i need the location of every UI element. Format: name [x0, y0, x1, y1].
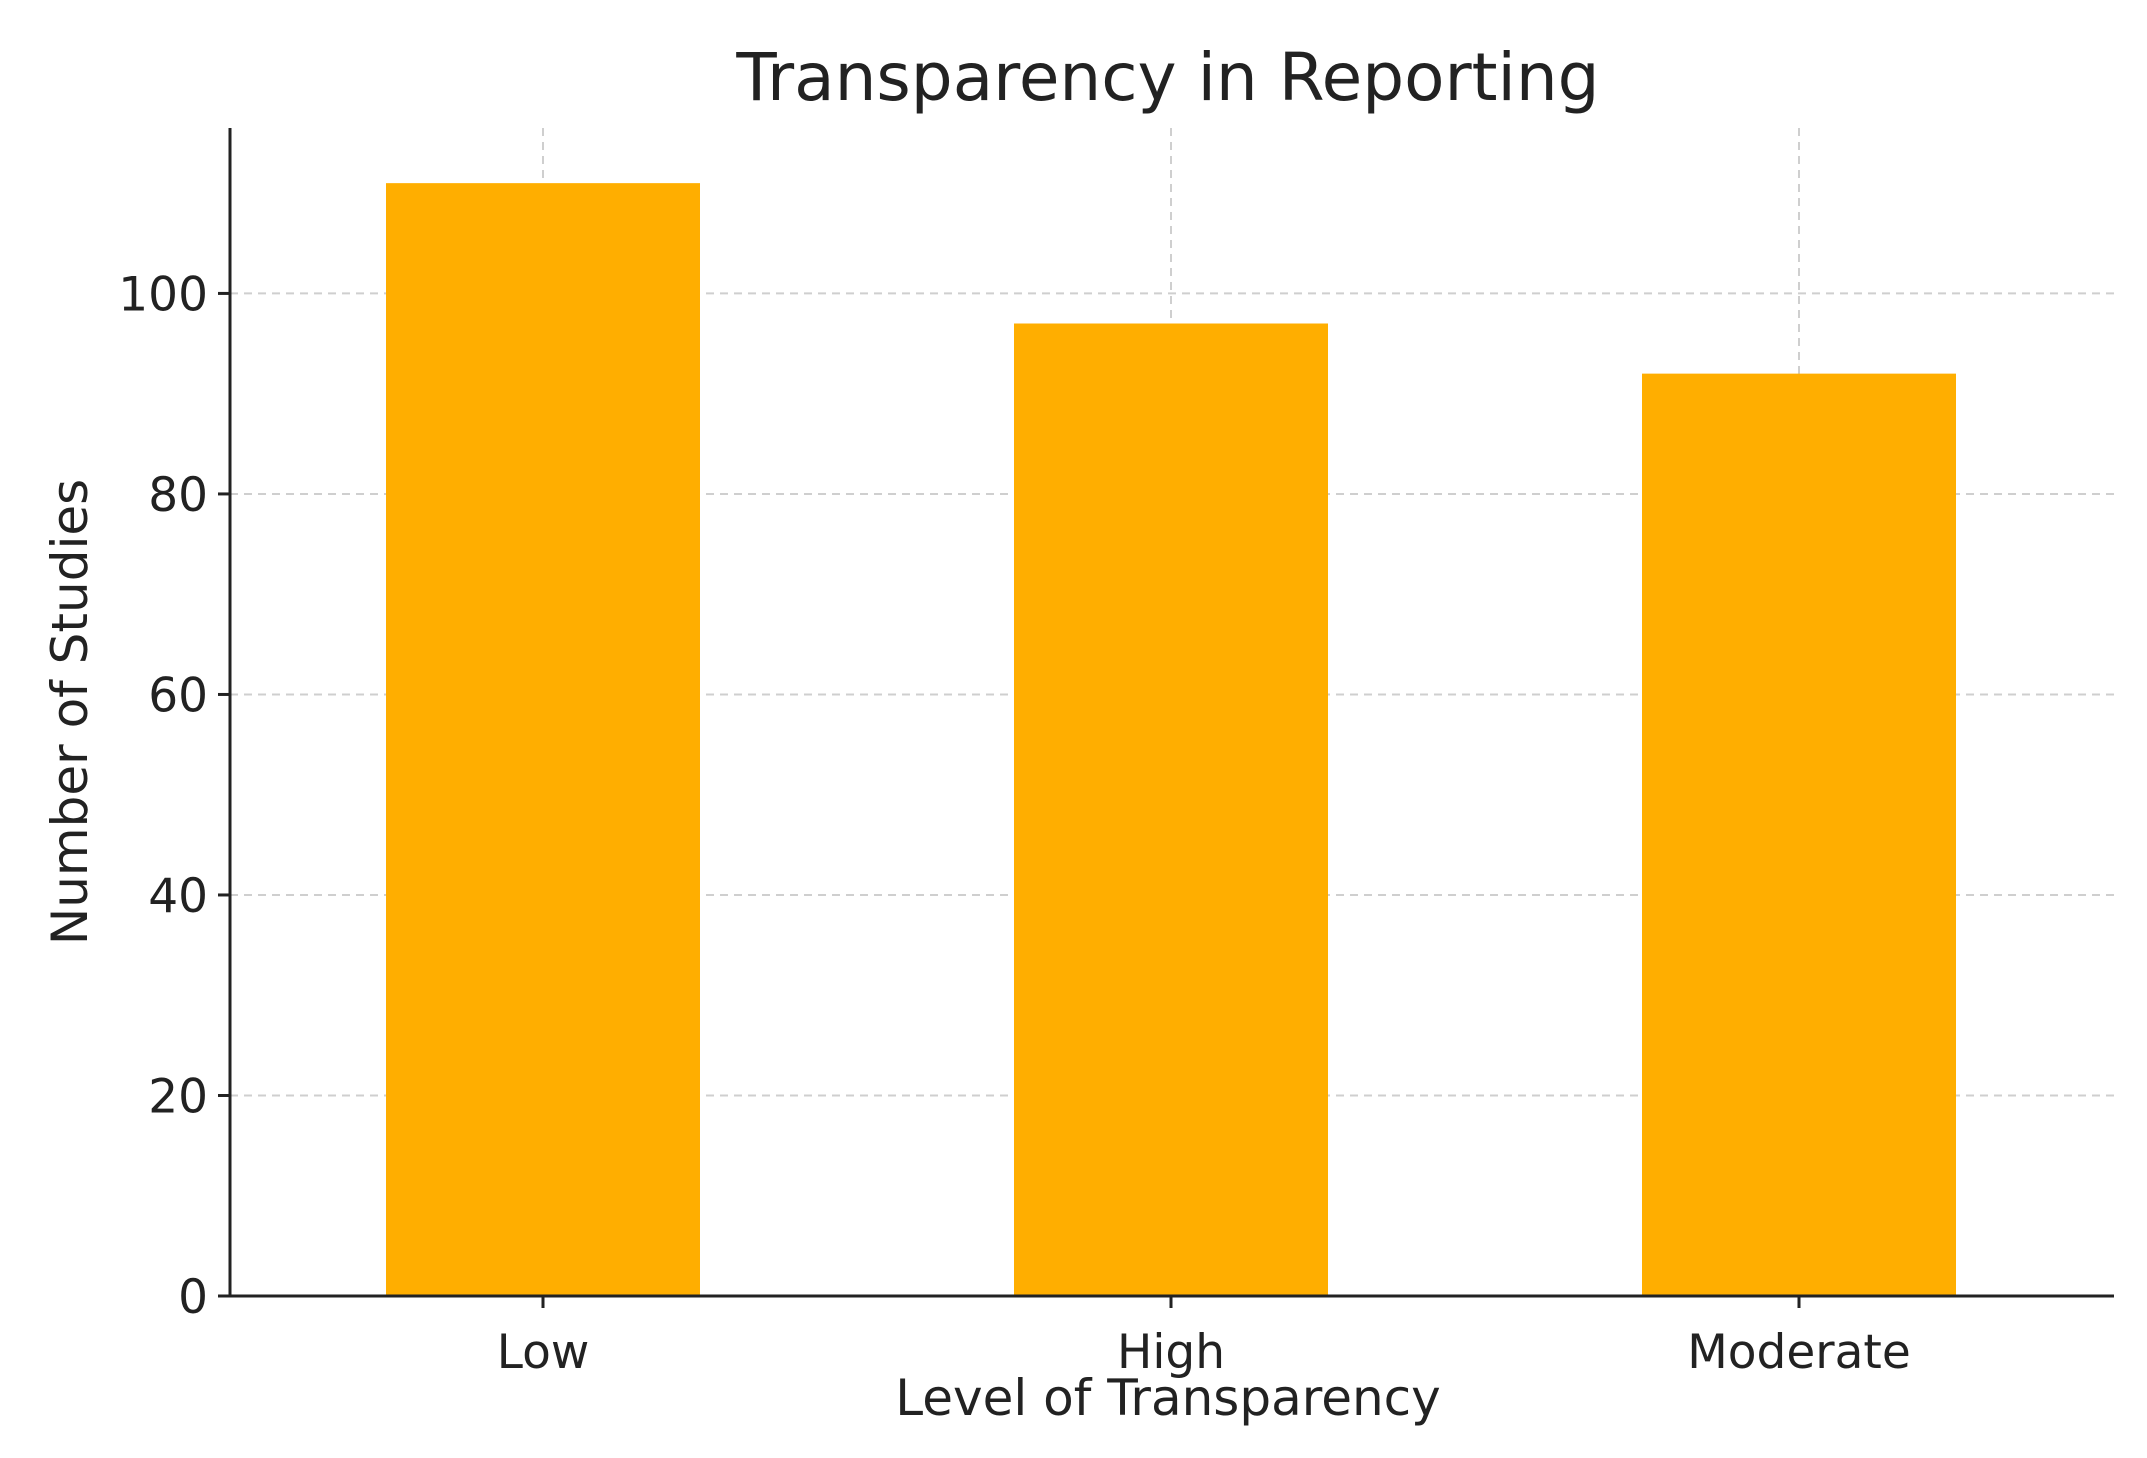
- y-tick-label: 80: [148, 468, 208, 523]
- y-tick-label: 20: [148, 1069, 208, 1124]
- x-axis-label: Level of Transparency: [895, 1369, 1440, 1427]
- y-tick-label: 100: [118, 267, 208, 322]
- y-tick-label: 0: [178, 1270, 208, 1325]
- bar-low: [386, 183, 700, 1297]
- x-tick-label: Moderate: [1687, 1325, 1911, 1380]
- chart-title: Transparency in Reporting: [735, 39, 1599, 116]
- x-tick-label: Low: [497, 1325, 590, 1380]
- ticks-layer: 0 20 40 60 80 100 Low High Moderate: [118, 267, 1910, 1380]
- y-axis-label: Number of Studies: [41, 479, 99, 945]
- x-tick-label: High: [1117, 1325, 1225, 1380]
- y-tick-label: 60: [148, 668, 208, 723]
- bar-moderate: [1642, 373, 1956, 1297]
- bars-layer: [386, 183, 1956, 1297]
- y-tick-label: 40: [148, 869, 208, 924]
- bar-high: [1014, 323, 1328, 1296]
